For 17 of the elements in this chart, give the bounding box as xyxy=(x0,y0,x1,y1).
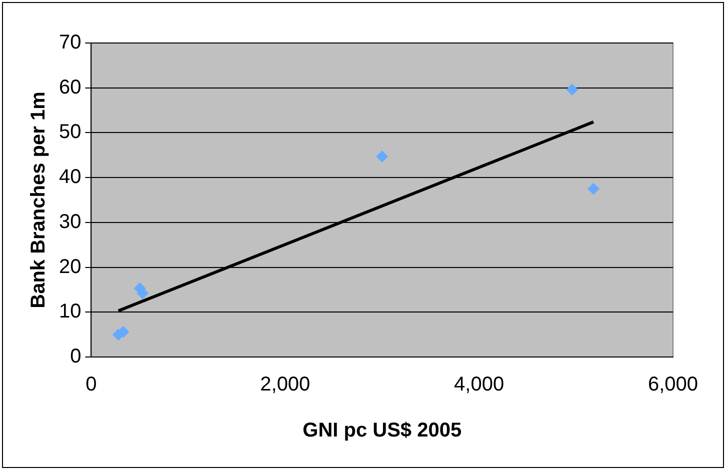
x-axis-title: GNI pc US$ 2005 xyxy=(302,420,462,442)
x-tick-label: 2,000 xyxy=(260,374,310,396)
x-tick-label: 6,000 xyxy=(648,374,698,396)
y-axis-title: Bank Branches per 1m xyxy=(28,92,50,308)
y-tick-label: 0 xyxy=(70,346,82,368)
y-tick-label: 70 xyxy=(58,32,82,54)
x-tick-label: 0 xyxy=(86,374,97,396)
y-tick-label: 20 xyxy=(58,256,82,278)
point xyxy=(566,84,578,96)
y-tick-label: 30 xyxy=(58,210,82,233)
point xyxy=(587,182,600,195)
y-tick-label: 60 xyxy=(58,76,82,98)
y-tick-label: 50 xyxy=(58,121,82,144)
point xyxy=(376,150,388,162)
y-tick-label: 10 xyxy=(58,300,82,323)
x-tick-label: 4,000 xyxy=(454,374,504,396)
y-tick-label: 40 xyxy=(58,166,82,188)
